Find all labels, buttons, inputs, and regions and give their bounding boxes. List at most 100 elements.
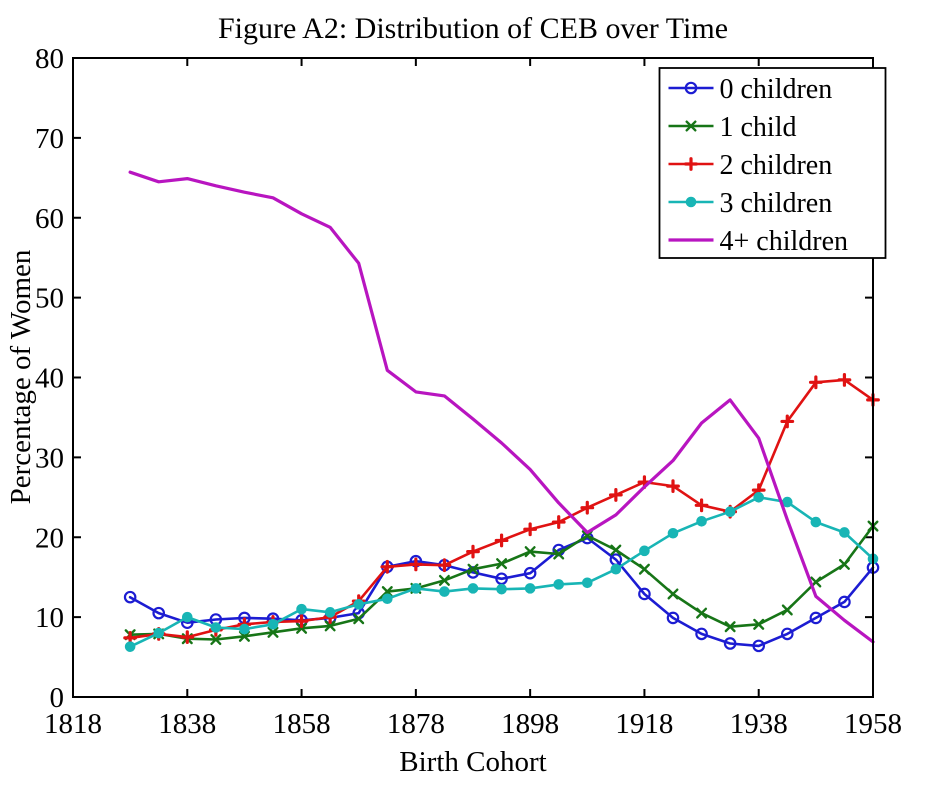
marker-1-child (553, 548, 565, 560)
plot-border (72, 57, 874, 698)
marker-1-child (324, 620, 336, 632)
marker-2-children (837, 372, 852, 387)
marker-3-children (810, 516, 822, 528)
marker-3-children (124, 641, 136, 652)
marker-3-children (839, 527, 850, 538)
marker-0-children (809, 611, 823, 625)
legend-entry: 1 child (668, 112, 797, 143)
marker-1-child (638, 563, 650, 575)
figure-title: Figure A2: Distribution of CEB over Time (218, 12, 728, 45)
x-tick-label: 1898 (501, 708, 559, 740)
y-tick-label: 50 (35, 283, 64, 315)
marker-2-children (408, 557, 423, 572)
legend-marker (684, 157, 698, 171)
legend-marker (685, 120, 697, 132)
marker-1-child (353, 613, 365, 625)
marker-1-child (210, 633, 222, 645)
marker-2-children (494, 533, 509, 548)
marker-1-child (610, 544, 622, 556)
marker-3-children (467, 583, 479, 594)
marker-2-children (551, 515, 566, 529)
legend-entry: 0 children (668, 74, 833, 105)
marker-3-children (724, 506, 736, 517)
series-line-0-children (128, 536, 875, 648)
x-tick-label: 1878 (387, 708, 445, 740)
marker-2-children (780, 414, 795, 429)
marker-1-child (667, 588, 679, 600)
marker-2-children (437, 558, 452, 573)
marker-1-child (496, 558, 508, 570)
marker-3-children (753, 492, 765, 503)
marker-3-children (581, 577, 593, 589)
y-tick-label: 10 (35, 602, 64, 634)
legend-marker (684, 81, 698, 95)
legend-entry: 2 children (668, 150, 833, 181)
marker-1-child (724, 621, 736, 633)
y-tick-label: 80 (35, 43, 64, 75)
marker-2-children (380, 559, 395, 574)
marker-0-children (638, 587, 651, 601)
marker-1-child (753, 618, 765, 630)
axis-ticks: 1818 1838 1858 1878 1898 1918 1938 1958 0 10 20 30 4… (35, 43, 902, 740)
marker-3-children (296, 603, 307, 615)
series-line-4-children (128, 170, 875, 644)
y-tick-label: 20 (35, 522, 64, 554)
legend-marker (685, 196, 697, 208)
marker-2-children (808, 375, 823, 390)
legend-label: 3 children (720, 188, 833, 219)
marker-0-children (752, 639, 766, 653)
series-lines (123, 170, 880, 653)
marker-3-children (524, 583, 536, 594)
y-tick-label: 40 (35, 363, 64, 395)
marker-0-children (123, 590, 137, 604)
marker-0-children (523, 566, 537, 580)
marker-0-children (780, 627, 794, 641)
x-tick-label: 1938 (730, 708, 788, 740)
marker-3-children (696, 515, 707, 527)
marker-3-children (181, 611, 193, 623)
legend-label: 4+ children (720, 226, 849, 257)
marker-2-children (580, 500, 595, 515)
marker-3-children (439, 586, 450, 597)
marker-0-children (152, 606, 166, 620)
marker-1-child (296, 622, 308, 634)
y-axis-label: Percentage of Women (5, 249, 37, 504)
marker-3-children (610, 563, 622, 575)
legend-entry: 4+ children (668, 226, 849, 257)
marker-3-children (353, 599, 365, 610)
series-line-2-children (128, 378, 875, 640)
marker-0-children (723, 637, 737, 650)
marker-1-child (438, 574, 450, 586)
marker-1-child (267, 626, 279, 638)
marker-3-children (381, 593, 393, 605)
marker-2-children (466, 544, 480, 559)
marker-1-child (696, 607, 708, 619)
legend-label: 0 children (720, 74, 833, 105)
marker-3-children (153, 627, 165, 639)
marker-2-children (608, 488, 623, 502)
marker-0-children (666, 611, 680, 625)
marker-3-children (410, 583, 422, 594)
marker-0-children (838, 595, 851, 609)
marker-2-children (666, 479, 680, 494)
marker-3-children (496, 583, 507, 595)
marker-3-children (553, 579, 565, 590)
marker-3-children (239, 623, 250, 635)
x-tick-label: 1958 (844, 708, 902, 740)
marker-3-children (267, 619, 279, 630)
x-tick-label: 1918 (615, 708, 673, 740)
marker-2-children (294, 614, 309, 629)
marker-1-child (781, 604, 793, 616)
y-tick-label: 30 (35, 442, 64, 474)
marker-1-child (838, 558, 850, 570)
legend-label: 2 children (720, 150, 833, 181)
y-tick-label: 70 (35, 123, 64, 155)
marker-1-child (467, 563, 479, 575)
marker-0-children (695, 627, 708, 641)
marker-3-children (324, 607, 336, 618)
legend-label: 1 child (720, 112, 797, 143)
y-tick-label: 0 (50, 682, 65, 714)
marker-2-children (180, 630, 195, 644)
